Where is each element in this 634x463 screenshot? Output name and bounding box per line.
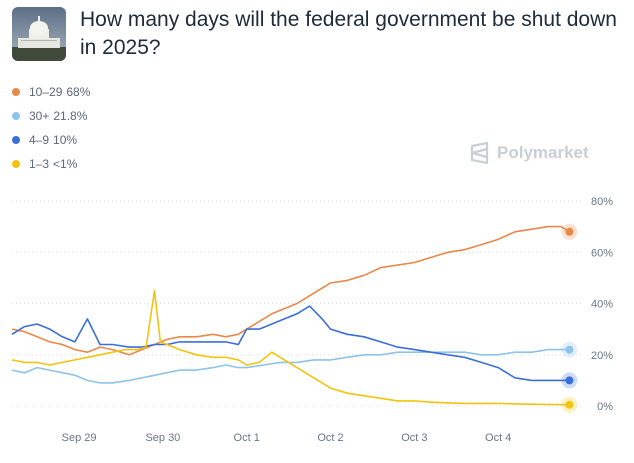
legend-item-4-9[interactable]: 4–9 10% (12, 128, 90, 152)
x-tick-label: Sep 29 (62, 432, 97, 444)
legend-dot (12, 112, 20, 120)
series-line (11, 305, 570, 382)
legend-label: 30+ (29, 109, 50, 123)
y-axis-labels: 0% 20% 40% 60% 80% (591, 196, 613, 413)
legend-label: 10–29 (29, 85, 63, 99)
legend-value: <1% (53, 157, 78, 171)
y-tick-label: 40% (591, 299, 613, 311)
legend-label: 1–3 (29, 157, 50, 171)
legend-dot (12, 136, 20, 144)
polymarket-logo-icon (470, 142, 489, 164)
x-tick-label: Oct 1 (234, 432, 260, 444)
x-tick-label: Oct 2 (317, 432, 343, 444)
market-title: How many days will the federal governmen… (80, 8, 617, 59)
y-tick-label: 0% (597, 401, 613, 413)
legend-item-1-3[interactable]: 1–3 <1% (12, 152, 90, 176)
series-line (11, 225, 570, 356)
legend-item-30-plus[interactable]: 30+ 21.8% (12, 104, 90, 128)
legend-value: 10% (53, 133, 78, 147)
series-end-dot (565, 345, 574, 354)
x-tick-label: Oct 4 (485, 432, 511, 444)
y-tick-label: 20% (591, 350, 613, 362)
x-axis-labels: Sep 29 Sep 30 Oct 1 Oct 2 Oct 3 Oct 4 (62, 432, 512, 444)
chart-series-lines (11, 225, 570, 406)
legend-dot (12, 160, 20, 168)
legend-value: 21.8% (53, 109, 88, 123)
series-end-dot (565, 227, 574, 236)
y-tick-label: 80% (591, 196, 613, 208)
legend-item-10-29[interactable]: 10–29 68% (12, 80, 90, 104)
x-tick-label: Oct 3 (401, 432, 427, 444)
legend-label: 4–9 (29, 133, 50, 147)
series-line (11, 289, 570, 406)
series-end-dot (565, 376, 574, 385)
chart-series-endpoints (561, 223, 578, 413)
series-line (11, 348, 570, 384)
polymarket-watermark: Polymarket (470, 142, 589, 164)
series-end-dot (565, 400, 574, 409)
market-thumbnail (12, 7, 66, 61)
chart-legend: 10–29 68% 30+ 21.8% 4–9 10% 1–3 <1% (12, 80, 90, 176)
x-tick-label: Sep 30 (145, 432, 180, 444)
y-tick-label: 60% (591, 247, 613, 259)
legend-dot (12, 88, 20, 96)
legend-value: 68% (66, 85, 91, 99)
capitol-building-icon (12, 7, 66, 61)
brand-name: Polymarket (497, 143, 589, 162)
